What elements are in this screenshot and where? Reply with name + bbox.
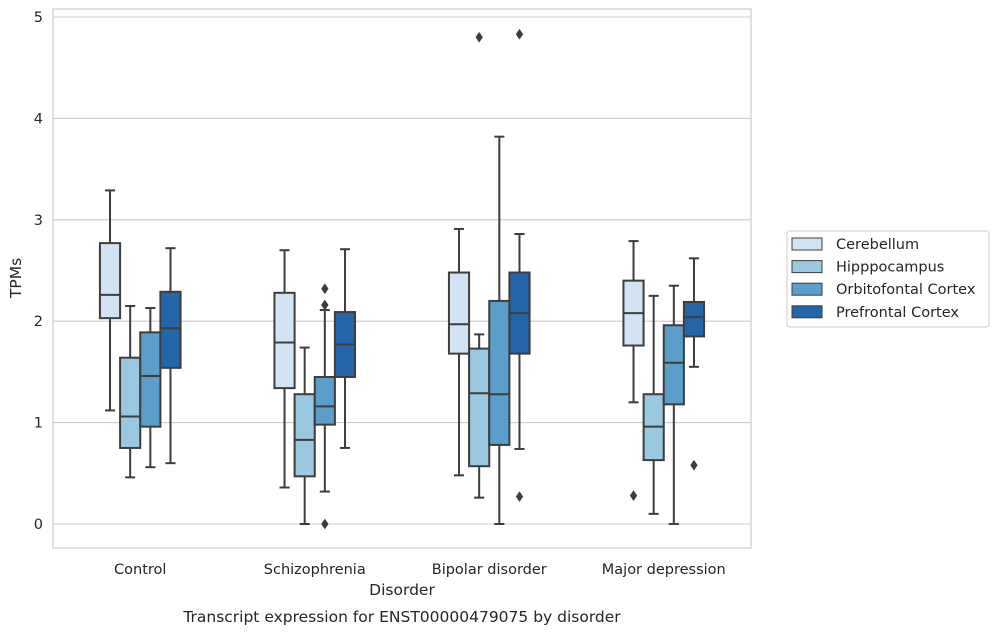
box [333, 248, 357, 449]
y-tick-label: 1 [34, 416, 43, 432]
legend-frame [786, 230, 990, 328]
box [682, 257, 706, 471]
legend-label: Orbitofontal Cortex [836, 282, 976, 298]
outlier-point [321, 283, 329, 295]
box [622, 240, 645, 502]
y-tick-label: 5 [34, 10, 43, 26]
legend-swatch [791, 237, 823, 251]
outlier-point [690, 459, 698, 471]
legend: Cerebellum Hipppocampus Orbitofontal Corte… [786, 230, 990, 328]
boxes [98, 28, 706, 530]
y-axis-label: TPMs [7, 258, 25, 299]
box-body [273, 291, 296, 390]
box [642, 294, 665, 515]
box-body [488, 299, 511, 446]
box-body [139, 331, 162, 428]
x-tick-label: Control [114, 562, 166, 578]
x-axis-label: Disorder [369, 581, 435, 599]
x-tick-label: Major depression [602, 562, 726, 578]
box [662, 284, 685, 525]
box [447, 227, 471, 477]
box [119, 304, 142, 479]
box-body [447, 271, 471, 355]
box [488, 135, 511, 525]
box [98, 189, 122, 412]
legend-swatch [791, 260, 823, 274]
box [273, 249, 296, 489]
box-body [662, 324, 685, 406]
box-body [313, 375, 336, 426]
y-tick-label: 4 [34, 111, 43, 127]
legend-label: Cerebellum [836, 237, 919, 253]
box-body [98, 242, 122, 320]
outlier-point [475, 31, 483, 43]
legend-item: Cerebellum [791, 237, 919, 253]
box-body [468, 347, 491, 468]
box [508, 28, 531, 503]
box [139, 307, 162, 469]
box-body [293, 393, 316, 478]
box [293, 346, 316, 525]
x-tick-label: Schizophrenia [264, 562, 366, 578]
y-tick-label: 0 [34, 517, 43, 533]
x-axis-ticks: Control Schizophrenia Bipolar disorder Majo… [114, 562, 726, 578]
y-tick-label: 3 [34, 213, 43, 229]
y-axis-ticks: 0 1 2 3 4 5 [34, 10, 43, 533]
legend-label: Prefrontal Cortex [836, 305, 959, 321]
plot-area-frame [52, 8, 752, 549]
outlier-point [629, 490, 638, 502]
outlier-point [515, 491, 524, 503]
y-tick-label: 2 [34, 314, 43, 330]
box [159, 247, 182, 465]
legend-swatch [791, 305, 823, 319]
chart-title: Transcript expression for ENST0000047907… [182, 608, 621, 626]
legend-item: Prefrontal Cortex [791, 305, 959, 321]
box-body [159, 290, 182, 369]
outlier-point [321, 299, 329, 311]
box [313, 283, 336, 530]
box-body [119, 356, 142, 449]
legend-item: Orbitofontal Cortex [791, 282, 976, 298]
outlier-point [515, 28, 524, 40]
box-body [682, 300, 706, 338]
legend-label: Hipppocampus [836, 260, 944, 276]
outlier-point [321, 518, 329, 530]
x-tick-label: Bipolar disorder [432, 562, 547, 578]
legend-item: Hipppocampus [791, 260, 944, 276]
legend-swatch [791, 282, 823, 296]
box [468, 31, 491, 499]
